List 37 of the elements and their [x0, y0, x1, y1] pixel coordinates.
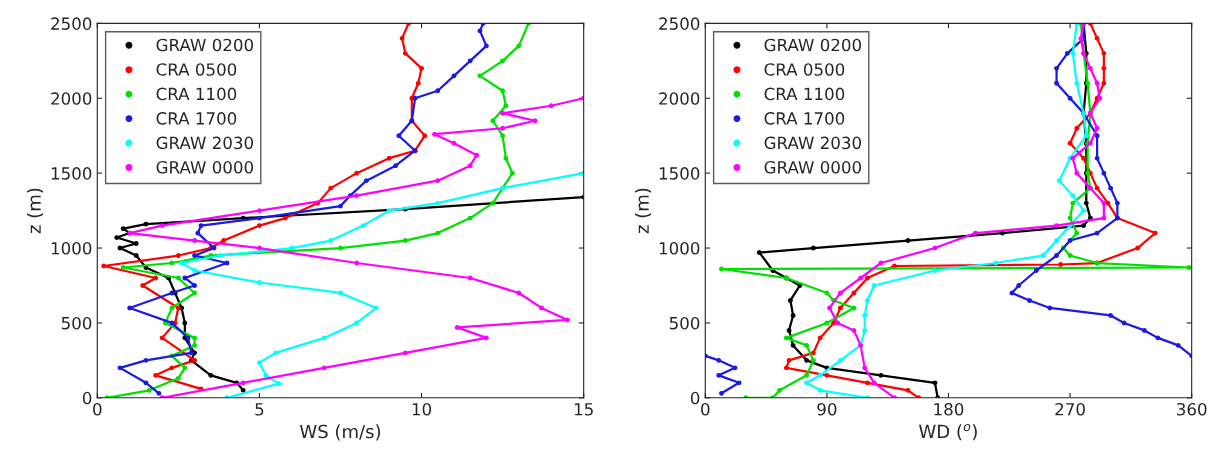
legend-label: CRA 1100 [764, 87, 845, 101]
x-tick-label: 0 [93, 402, 102, 416]
y-tick-label: 0 [690, 391, 700, 405]
x-tick-label: 180 [934, 402, 964, 416]
y-tick-label: 1000 [51, 242, 92, 255]
legend-label: GRAW 2030 [156, 136, 254, 150]
x-tick-label: 360 [1177, 402, 1207, 416]
x-axis-title: WS (m/s) [299, 424, 381, 441]
x-tick-label: 15 [574, 403, 593, 416]
y-tick-label: 1500 [659, 167, 700, 180]
y-tick-label: 500 [61, 316, 92, 330]
legend-label: CRA 0500 [764, 63, 845, 76]
legend-label: CRA 1100 [156, 87, 237, 101]
y-tick-label: 1500 [51, 167, 92, 180]
x-tick-label: 10 [412, 402, 432, 416]
y-tick-label: 2500 [659, 17, 700, 30]
y-tick-label: 2000 [659, 92, 700, 105]
legend-label: GRAW 0000 [764, 161, 862, 174]
legend-label: GRAW 0200 [156, 38, 254, 52]
y-tick-label: 2000 [51, 92, 92, 105]
y-axis-title: z (m) [634, 188, 652, 234]
x-axis-title: WD ($^{o}$) [919, 423, 977, 441]
x-tick-label: 0 [701, 402, 710, 416]
legend-label: CRA 0500 [156, 63, 237, 76]
legend-label: GRAW 0000 [156, 161, 254, 174]
x-tick-label: 5 [255, 403, 264, 416]
y-axis-title: z (m) [26, 188, 44, 234]
legend-label: GRAW 0200 [764, 38, 862, 52]
legend-label: GRAW 2030 [764, 136, 862, 150]
y-tick-label: 1000 [659, 242, 700, 255]
legend-label: CRA 1700 [156, 112, 237, 125]
x-tick-label: 90 [817, 402, 837, 416]
y-tick-label: 0 [82, 391, 92, 405]
y-tick-label: 500 [669, 316, 700, 330]
x-tick-label: 270 [1055, 402, 1085, 416]
y-tick-label: 2500 [51, 17, 92, 30]
legend-label: CRA 1700 [764, 112, 845, 125]
